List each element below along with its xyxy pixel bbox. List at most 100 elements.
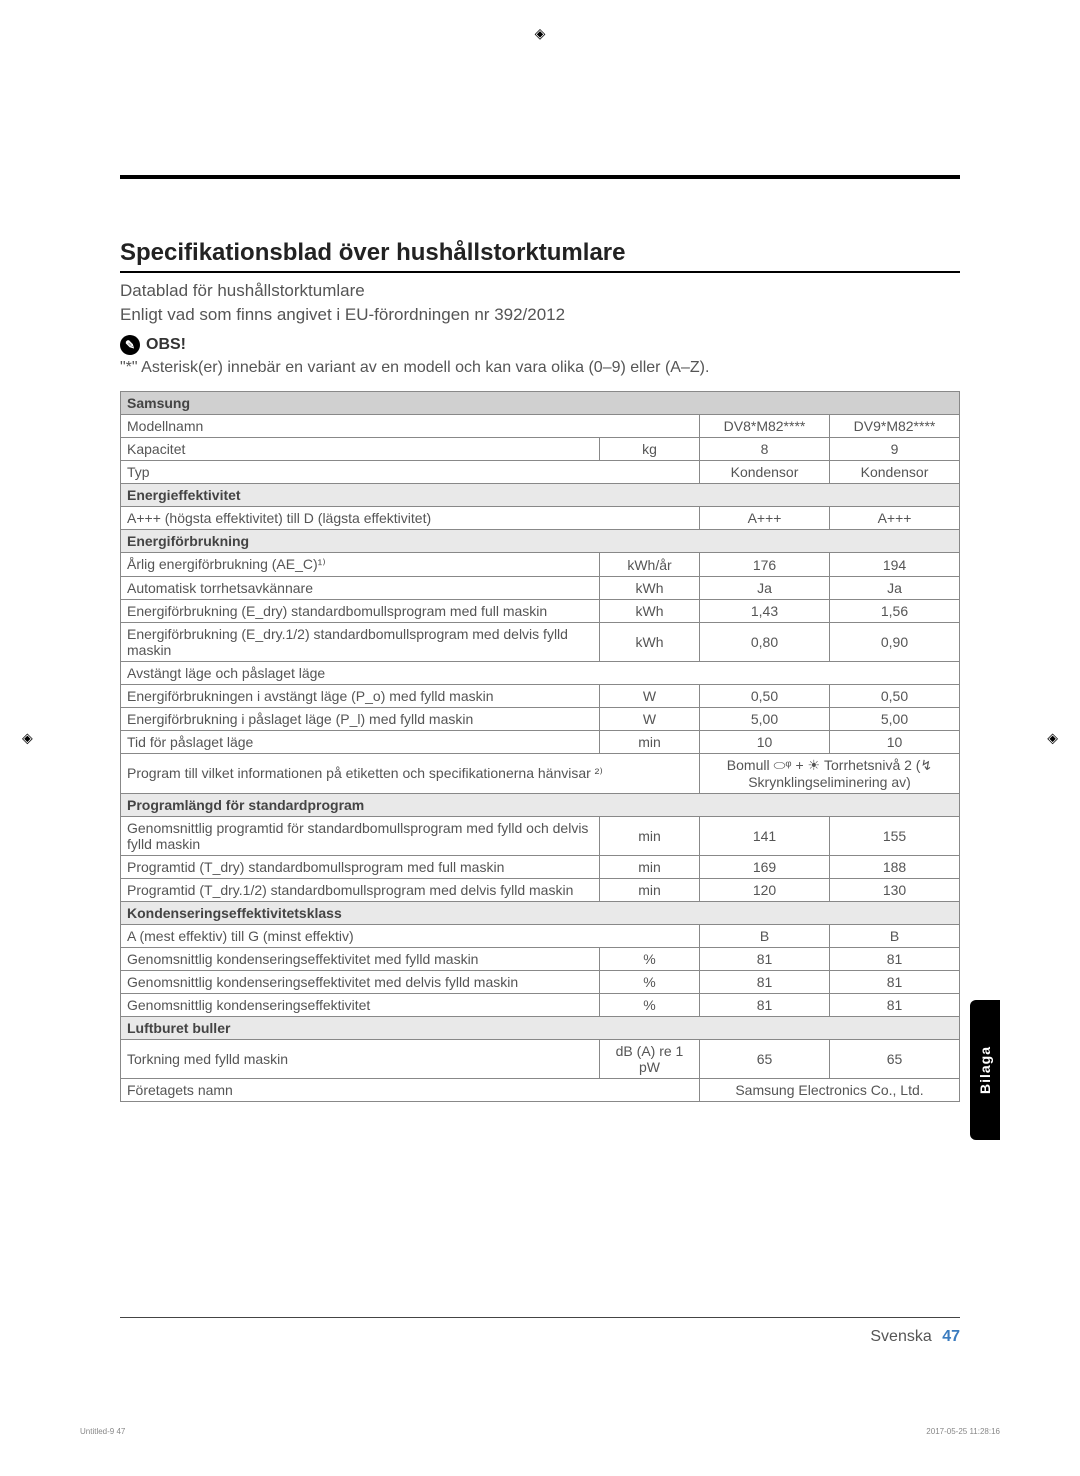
cap-unit: kg <box>600 438 700 461</box>
annual-v1: 176 <box>700 553 830 577</box>
avg-unit: min <box>600 817 700 856</box>
condpart-v2: 81 <box>830 971 960 994</box>
footer-page-number: 47 <box>942 1328 960 1345</box>
note-text: "*" Asterisk(er) innebär en variant av e… <box>120 359 960 377</box>
condavg-label: Genomsnittlig kondenseringseffektivitet <box>121 994 600 1017</box>
tid-v2: 10 <box>830 731 960 754</box>
tdry-v1: 169 <box>700 856 830 879</box>
condfull-unit: % <box>600 948 700 971</box>
auto-v2: Ja <box>830 577 960 600</box>
noise-unit: dB (A) re 1 pW <box>600 1040 700 1079</box>
footer: Svenska 47 <box>870 1328 960 1346</box>
tdry12-v2: 130 <box>830 879 960 902</box>
annual-unit: kWh/år <box>600 553 700 577</box>
spec-table: Samsung Modellnamn DV8*M82**** DV9*M82**… <box>120 391 960 1102</box>
auto-unit: kWh <box>600 577 700 600</box>
footer-rule <box>120 1317 960 1318</box>
auto-v1: Ja <box>700 577 830 600</box>
edry-v2: 1,56 <box>830 600 960 623</box>
cap-v1: 8 <box>700 438 830 461</box>
condavg-unit: % <box>600 994 700 1017</box>
edry12-unit: kWh <box>600 623 700 662</box>
noise-v1: 65 <box>700 1040 830 1079</box>
offon-label: Avstängt läge och påslaget läge <box>121 662 960 685</box>
tdry12-unit: min <box>600 879 700 902</box>
po-v2: 0,50 <box>830 685 960 708</box>
brand-cell: Samsung <box>121 392 960 415</box>
tid-unit: min <box>600 731 700 754</box>
tdry-v2: 188 <box>830 856 960 879</box>
note-row: ✎ OBS! <box>120 335 960 355</box>
avg-label: Genomsnittlig programtid för standardbom… <box>121 817 600 856</box>
noise-label: Torkning med fylld maskin <box>121 1040 600 1079</box>
sec-cond: Kondenseringseffektivitetsklass <box>121 902 960 925</box>
cap-label: Kapacitet <box>121 438 600 461</box>
eff-v1: A+++ <box>700 507 830 530</box>
model-v2: DV9*M82**** <box>830 415 960 438</box>
subtitle-1: Datablad för hushållstorktumlare <box>120 281 960 301</box>
company-val: Samsung Electronics Co., Ltd. <box>700 1079 960 1102</box>
tdry12-v1: 120 <box>700 879 830 902</box>
prog-val: Bomull ⬭ᵠ + ☀ Torrhetsnivå 2 (↯ Skrynkli… <box>700 754 960 794</box>
tid-label: Tid för påslaget läge <box>121 731 600 754</box>
print-meta-right: 2017-05-25 11:28:16 <box>926 1427 1000 1436</box>
model-label: Modellnamn <box>121 415 700 438</box>
pl-v2: 5,00 <box>830 708 960 731</box>
pl-v1: 5,00 <box>700 708 830 731</box>
title-underline <box>120 271 960 273</box>
type-label: Typ <box>121 461 700 484</box>
edry-v1: 1,43 <box>700 600 830 623</box>
edry12-label: Energiförbrukning (E_dry.1/2) standardbo… <box>121 623 600 662</box>
sec-progtime: Programlängd för standardprogram <box>121 794 960 817</box>
edry12-v2: 0,90 <box>830 623 960 662</box>
ag-v2: B <box>830 925 960 948</box>
note-icon: ✎ <box>120 335 140 355</box>
ag-label: A (mest effektiv) till G (minst effektiv… <box>121 925 700 948</box>
condfull-v1: 81 <box>700 948 830 971</box>
footer-language: Svenska <box>870 1328 931 1345</box>
registration-mark-right: ◈ <box>1047 730 1058 747</box>
pl-label: Energiförbrukning i påslaget läge (P_l) … <box>121 708 600 731</box>
po-unit: W <box>600 685 700 708</box>
subtitle-2: Enligt vad som finns angivet i EU-förord… <box>120 305 960 325</box>
annual-label: Årlig energiförbrukning (AE_C)¹⁾ <box>121 553 600 577</box>
condpart-v1: 81 <box>700 971 830 994</box>
prog-label: Program till vilket informationen på eti… <box>121 754 700 794</box>
auto-label: Automatisk torrhetsavkännare <box>121 577 600 600</box>
sec-eff: Energieffektivitet <box>121 484 960 507</box>
avg-v2: 155 <box>830 817 960 856</box>
condavg-v1: 81 <box>700 994 830 1017</box>
side-tab: Bilaga <box>970 1000 1000 1140</box>
page-title: Specifikationsblad över hushållstorktuml… <box>120 239 960 267</box>
model-v1: DV8*M82**** <box>700 415 830 438</box>
pl-unit: W <box>600 708 700 731</box>
edry-unit: kWh <box>600 600 700 623</box>
condpart-unit: % <box>600 971 700 994</box>
po-label: Energiförbrukningen i avstängt läge (P_o… <box>121 685 600 708</box>
eff-v2: A+++ <box>830 507 960 530</box>
registration-mark-top: ◈ <box>535 25 546 42</box>
company-label: Företagets namn <box>121 1079 700 1102</box>
print-meta-left: Untitled-9 47 <box>80 1427 125 1436</box>
eff-label: A+++ (högsta effektivitet) till D (lägst… <box>121 507 700 530</box>
condpart-label: Genomsnittlig kondenseringseffektivitet … <box>121 971 600 994</box>
condfull-label: Genomsnittlig kondenseringseffektivitet … <box>121 948 600 971</box>
po-v1: 0,50 <box>700 685 830 708</box>
condavg-v2: 81 <box>830 994 960 1017</box>
sec-noise: Luftburet buller <box>121 1017 960 1040</box>
top-rule <box>120 175 960 179</box>
side-tab-label: Bilaga <box>977 1046 993 1094</box>
condfull-v2: 81 <box>830 948 960 971</box>
type-v2: Kondensor <box>830 461 960 484</box>
edry12-v1: 0,80 <box>700 623 830 662</box>
registration-mark-left: ◈ <box>22 730 33 747</box>
noise-v2: 65 <box>830 1040 960 1079</box>
type-v1: Kondensor <box>700 461 830 484</box>
edry-label: Energiförbrukning (E_dry) standardbomull… <box>121 600 600 623</box>
sec-energy: Energiförbrukning <box>121 530 960 553</box>
tdry12-label: Programtid (T_dry.1/2) standardbomullspr… <box>121 879 600 902</box>
ag-v1: B <box>700 925 830 948</box>
tdry-unit: min <box>600 856 700 879</box>
cap-v2: 9 <box>830 438 960 461</box>
avg-v1: 141 <box>700 817 830 856</box>
